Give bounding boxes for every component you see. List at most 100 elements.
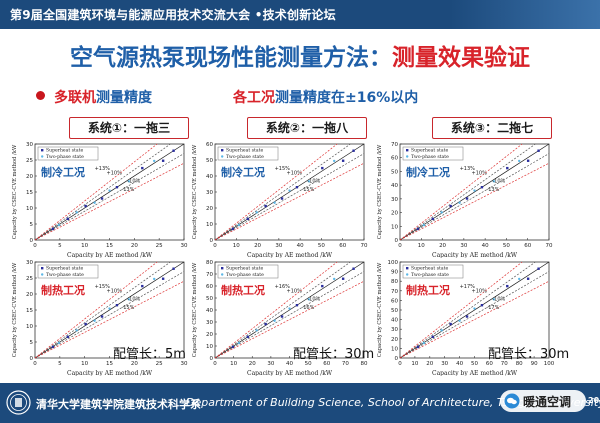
superheat-point bbox=[537, 149, 540, 152]
system-2-label: 系统②：一拖八 bbox=[247, 117, 367, 139]
x-tick-label: 20 bbox=[426, 361, 433, 367]
superheat-point bbox=[526, 159, 530, 162]
deviation-label: +16% bbox=[275, 284, 291, 290]
superheat-point bbox=[141, 166, 144, 170]
x-tick-label: 70 bbox=[342, 361, 349, 367]
y-tick-label: 30 bbox=[206, 320, 213, 326]
x-tick-label: 30 bbox=[267, 361, 274, 367]
superheat-point bbox=[465, 315, 469, 318]
y-tick-label: 20 bbox=[26, 292, 33, 298]
deviation-label: -15% bbox=[301, 187, 314, 193]
y-tick-label: 50 bbox=[391, 169, 398, 175]
y-tick-label: 5 bbox=[30, 340, 34, 346]
y-tick-label: 0 bbox=[30, 356, 34, 362]
x-axis-label: Capacity by AE method /kW bbox=[67, 370, 153, 376]
x-tick-label: 60 bbox=[339, 243, 346, 249]
legend-twophase-marker bbox=[41, 273, 44, 276]
y-tick-label: 25 bbox=[26, 276, 33, 282]
y-tick-label: 70 bbox=[391, 289, 398, 295]
x-tick-label: 60 bbox=[486, 361, 493, 367]
subheading-right: 各工况测量精度在±16%以内 bbox=[233, 87, 418, 107]
legend-superheat-label: Superheat state bbox=[46, 266, 83, 272]
superheat-point bbox=[141, 284, 144, 288]
x-tick-label: 50 bbox=[503, 243, 510, 249]
superheat-point bbox=[264, 204, 267, 208]
x-tick-label: 0 bbox=[398, 361, 402, 367]
legend-twophase-marker bbox=[406, 273, 409, 276]
y-tick-label: 20 bbox=[26, 174, 33, 180]
y-tick-label: 10 bbox=[391, 346, 398, 352]
slide-heading: 空气源热泵现场性能测量方法：测量效果验证 bbox=[0, 38, 600, 72]
x-tick-label: 40 bbox=[297, 243, 304, 249]
pipe-length-2: 配管长：30m bbox=[293, 347, 375, 362]
two-phase-point bbox=[288, 189, 291, 192]
scatter-panel: 0 5 10 15 20 25 30 0 5 10 15 20 25 30 Capacity by AE m… bbox=[10, 140, 190, 258]
system-1-label: 系统①：一拖三 bbox=[69, 117, 189, 139]
two-phase-point bbox=[93, 319, 96, 322]
y-tick-label: 60 bbox=[206, 284, 213, 290]
heading-part2: 测量效果验证 bbox=[392, 45, 530, 71]
x-tick-label: 50 bbox=[471, 361, 478, 367]
reference-line bbox=[399, 261, 536, 359]
y-tick-label: 60 bbox=[391, 298, 398, 304]
legend-twophase-label: Two-phase state bbox=[411, 154, 449, 160]
y-tick-label: 70 bbox=[206, 272, 213, 278]
legend-superheat-marker bbox=[406, 267, 409, 270]
x-tick-label: 10 bbox=[230, 361, 237, 367]
x-tick-label: 40 bbox=[482, 243, 489, 249]
subheading-right-blue: 测量精度在±16%以内 bbox=[275, 90, 419, 106]
legend-superheat-marker bbox=[41, 267, 44, 270]
mode-label: 制热工况 bbox=[406, 283, 450, 297]
two-phase-point bbox=[288, 307, 291, 310]
y-tick-label: 10 bbox=[206, 344, 213, 350]
x-tick-label: 15 bbox=[106, 243, 113, 249]
y-axis-label: Capacity by CSEC-CVE method /kW bbox=[192, 262, 198, 357]
reference-line bbox=[399, 261, 550, 359]
two-phase-point bbox=[153, 159, 156, 163]
legend-twophase-label: Two-phase state bbox=[46, 272, 84, 278]
x-tick-label: 30 bbox=[441, 361, 448, 367]
legend-box bbox=[37, 146, 99, 161]
two-phase-point bbox=[93, 201, 96, 204]
deviation-label: +15% bbox=[95, 284, 111, 290]
y-tick-label: 60 bbox=[391, 156, 398, 162]
superheat-point bbox=[100, 197, 104, 200]
superheat-point bbox=[416, 227, 420, 231]
x-tick-label: 10 bbox=[233, 243, 240, 249]
scatter-panel: 0 10 20 30 40 50 60 70 80 0 10 20 30 40 50 60 70 80 Capaci… bbox=[190, 258, 370, 376]
wechat-icon bbox=[504, 393, 520, 409]
superheat-point bbox=[280, 197, 284, 200]
superheat-point bbox=[352, 267, 355, 270]
y-tick-label: 0 bbox=[30, 238, 34, 244]
legend-superheat-label: Superheat state bbox=[411, 148, 448, 154]
two-phase-point bbox=[57, 223, 61, 227]
deviation-label: +15% bbox=[275, 166, 291, 172]
two-phase-point bbox=[153, 277, 156, 281]
y-tick-label: 50 bbox=[206, 158, 213, 164]
university-logo-icon bbox=[6, 390, 31, 415]
reference-line bbox=[34, 143, 158, 241]
y-axis-label: Capacity by CSEC-CVE method /kW bbox=[192, 144, 198, 239]
x-tick-label: 0 bbox=[213, 243, 217, 249]
two-phase-point bbox=[307, 298, 311, 301]
two-phase-point bbox=[307, 180, 311, 183]
reference-line bbox=[214, 261, 338, 359]
legend-twophase-label: Two-phase state bbox=[226, 272, 264, 278]
y-tick-label: 70 bbox=[391, 142, 398, 148]
superheat-point bbox=[506, 166, 509, 170]
deviation-label: -10% bbox=[127, 296, 140, 302]
superheat-point bbox=[246, 217, 249, 221]
y-tick-label: 60 bbox=[206, 142, 213, 148]
y-tick-label: 30 bbox=[26, 142, 33, 148]
x-tick-label: 0 bbox=[213, 361, 217, 367]
x-tick-label: 60 bbox=[323, 361, 330, 367]
deviation-label: +10% bbox=[472, 289, 488, 295]
two-phase-point bbox=[333, 277, 336, 281]
legend-box bbox=[402, 146, 464, 161]
legend-superheat-label: Superheat state bbox=[226, 148, 263, 154]
mode-label: 制热工况 bbox=[221, 283, 265, 297]
y-tick-label: 40 bbox=[206, 174, 213, 180]
